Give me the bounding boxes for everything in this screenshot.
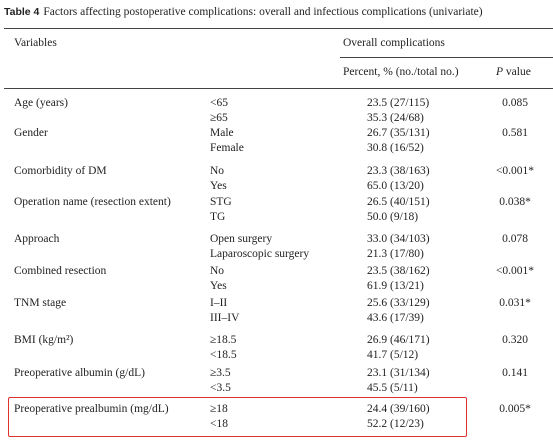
percent: 52.2 (12/23) [367,418,424,430]
percent: 24.4 (39/160) [367,403,430,415]
percent: 43.6 (17/39) [367,312,424,324]
p-value: 0.320 [502,334,528,346]
variable: Combined resection [14,265,107,277]
variable: Comorbidity of DM [14,165,107,177]
level: <18.5 [210,349,237,361]
variable: Preoperative prealbumin (mg/dL) [14,403,169,415]
percent: 23.5 (27/115) [367,97,430,109]
level: <3.5 [210,382,231,394]
percent: 33.0 (34/103) [367,233,430,245]
p-value: 0.085 [502,97,528,109]
p-value: 0.031* [499,297,531,309]
percent: 65.0 (13/20) [367,180,424,192]
p-value: <0.001* [495,265,535,277]
percent: 23.3 (38/163) [367,165,430,177]
p-value: 0.038* [499,196,531,208]
level: Laparoscopic surgery [210,248,310,260]
percent: 26.9 (46/171) [367,334,430,346]
level: STG [210,196,232,208]
caption-text: Factors affecting postoperative complica… [43,6,483,18]
level: Open surgery [210,233,273,245]
level: TG [210,211,226,223]
percent: 45.5 (5/11) [367,382,418,394]
variable: Age (years) [14,97,68,109]
header-p: P value [496,65,531,79]
variable: Gender [14,127,48,139]
percent: 21.3 (17/80) [367,248,424,260]
level: No [210,265,225,277]
percent: 26.5 (40/151) [367,196,430,208]
p-value: 0.005* [499,403,531,415]
level: ≥18.5 [210,334,237,346]
variable: Approach [14,233,60,245]
percent: 50.0 (9/18) [367,211,419,223]
top-rule [4,28,553,29]
p-value: 0.581 [502,127,528,139]
highlight-box [8,397,467,437]
variable: Operation name (resection extent) [14,196,171,208]
percent: 30.8 (16/52) [367,142,424,154]
level: ≥3.5 [210,367,231,379]
level: I–II [210,297,228,309]
level: <18 [210,418,228,430]
level: Yes [210,180,227,192]
percent: 25.6 (33/129) [367,297,430,309]
level: No [210,165,225,177]
header-percent: Percent, % (no./total no.) [343,66,459,78]
variable: BMI (kg/m²) [14,334,74,346]
caption: Table 4 Factors affecting postoperative c… [4,5,483,19]
header-variables: Variables [14,37,57,49]
level: Yes [210,280,227,292]
percent: 35.3 (24/68) [367,112,424,124]
variable: Preoperative albumin (g/dL) [14,367,145,379]
group-rule [340,57,553,58]
header-rule [4,88,553,89]
level: III–IV [210,312,240,324]
level: ≥18 [210,403,228,415]
level: ≥65 [210,112,228,124]
header-p-rest: value [505,66,531,78]
variable: TNM stage [14,297,67,309]
percent: 41.7 (5/12) [367,349,419,361]
percent: 61.9 (13/21) [367,280,424,292]
header-group: Overall complications [343,37,445,49]
percent: 26.7 (35/131) [367,127,430,139]
p-value: <0.001* [495,165,535,177]
caption-label: Table 4 [4,6,40,18]
percent: 23.5 (38/162) [367,265,430,277]
p-value: 0.078 [502,233,528,245]
p-value: 0.141 [502,367,528,379]
percent: 23.1 (31/134) [367,367,430,379]
level: Female [210,142,244,154]
level: Male [210,127,234,139]
header-p-italic: P [496,66,504,78]
level: <65 [210,97,228,109]
